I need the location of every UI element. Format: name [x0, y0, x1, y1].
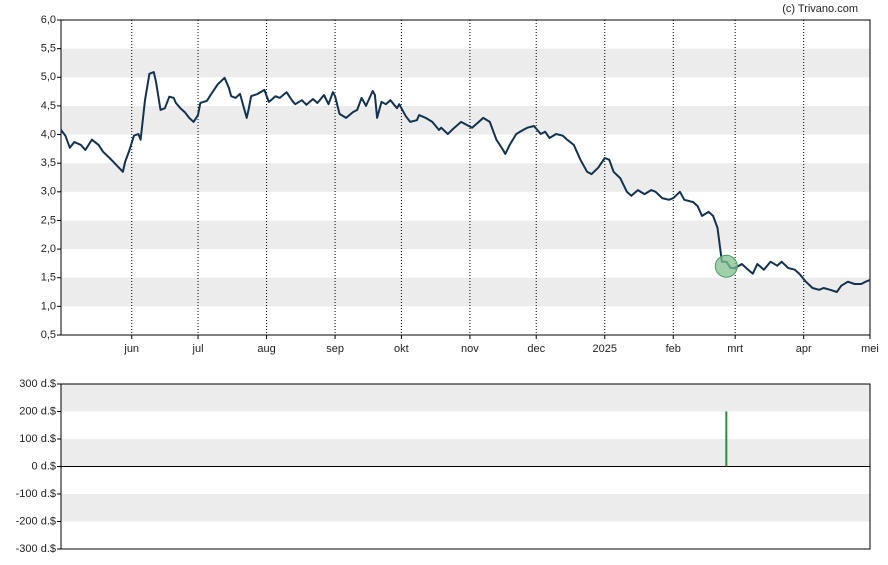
y-tick-label: 1,0 [41, 300, 56, 312]
grid-band [61, 439, 870, 467]
y-tick-label: 2,5 [41, 214, 56, 226]
x-tick-label: sep [326, 343, 344, 355]
x-tick-label: jun [123, 343, 139, 355]
y-tick-label: 0,5 [41, 329, 56, 341]
x-tick-label: 2025 [593, 343, 617, 355]
y-tick-label: 100 d.$ [19, 433, 56, 445]
x-tick-label: apr [796, 343, 812, 355]
y-tick-label: 3,0 [41, 186, 56, 198]
y-tick-label: 5,5 [41, 43, 56, 55]
y-tick-label: -200 d.$ [16, 515, 56, 527]
y-tick-label: 5,0 [41, 71, 56, 83]
y-tick-label: 300 d.$ [19, 378, 56, 390]
y-tick-label: 1,5 [41, 272, 56, 284]
grid-band [61, 220, 870, 250]
grid-band [61, 163, 870, 192]
y-tick-label: 2,0 [41, 243, 56, 255]
y-tick-label: 6,0 [41, 14, 56, 26]
y-tick-label: 0 d.$ [32, 460, 56, 472]
grid-band [61, 384, 870, 412]
plot-frame [60, 19, 871, 336]
x-tick-label: feb [666, 343, 681, 355]
y-tick-label: 200 d.$ [19, 405, 56, 417]
source: (c) Trivano.com [782, 3, 858, 15]
plot-frame [60, 383, 871, 550]
y-tick-label: 4,5 [41, 100, 56, 112]
x-tick-label: mei [861, 343, 879, 355]
x-tick-label: aug [257, 343, 275, 355]
y-tick-label: -300 d.$ [16, 543, 56, 555]
x-tick-label: okt [394, 343, 409, 355]
x-tick-label: dec [527, 343, 545, 355]
y-tick-label: -100 d.$ [16, 488, 56, 500]
grid-band [61, 494, 870, 522]
grid-band [61, 48, 870, 78]
highlight-marker [714, 254, 738, 278]
grid-band [61, 277, 870, 307]
y-tick-label: 4,0 [41, 128, 56, 140]
y-tick-label: 3,5 [41, 157, 56, 169]
x-tick-label: mrt [727, 343, 743, 355]
x-tick-label: jul [192, 343, 204, 355]
x-tick-label: nov [461, 343, 479, 355]
